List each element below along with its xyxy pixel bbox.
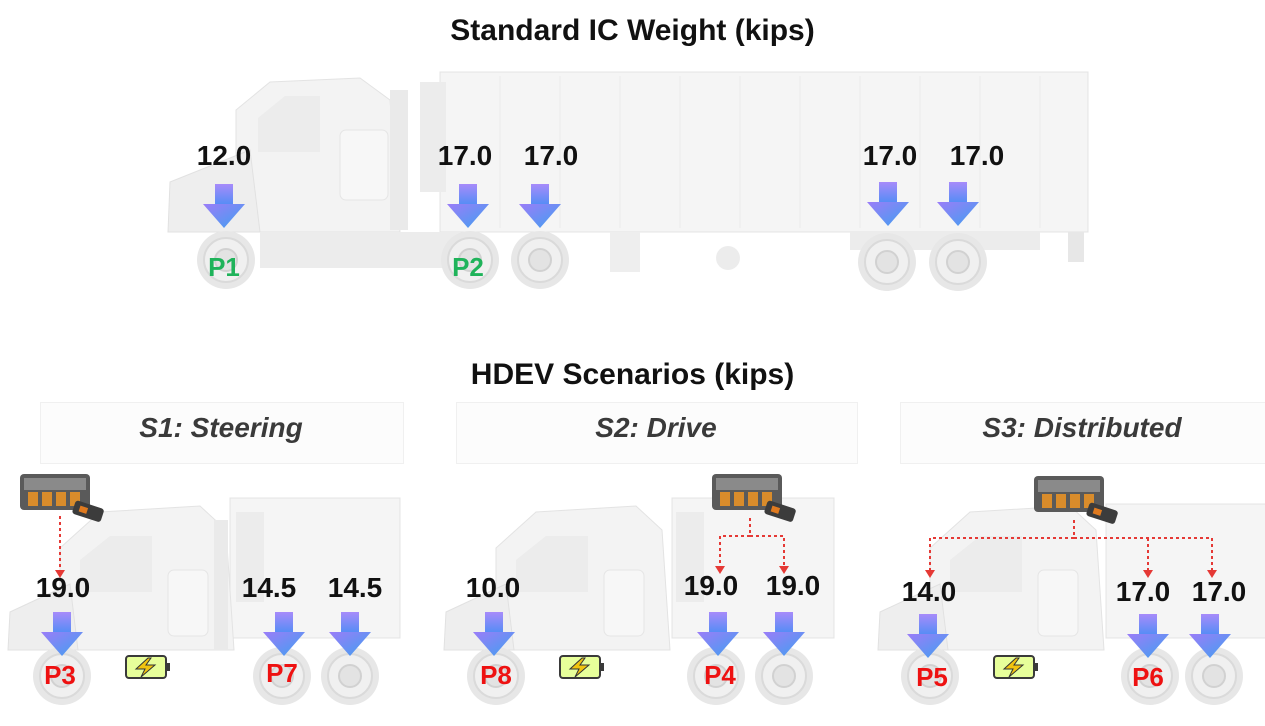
s1-truck — [7, 497, 401, 706]
point-label: P2 — [452, 252, 484, 282]
load-value: 19.0 — [35, 572, 91, 603]
load-value: 14.5 — [327, 572, 383, 603]
point-label: P7 — [266, 658, 298, 688]
point-label: P6 — [1132, 662, 1164, 692]
load-value: 17.0 — [523, 140, 579, 171]
point-label: P4 — [704, 660, 736, 690]
scenario-panel-header — [900, 402, 1265, 464]
scenario-title: S1: Steering — [139, 412, 303, 443]
load-value: 17.0 — [949, 140, 1005, 171]
load-value: 12.0 — [196, 140, 252, 171]
load-value: 17.0 — [1115, 576, 1171, 607]
load-value: 14.5 — [241, 572, 297, 603]
point-label: P3 — [44, 660, 76, 690]
top-truck — [167, 71, 1089, 292]
load-value: 19.0 — [683, 570, 739, 601]
s3-annotations — [907, 476, 1231, 679]
s2-annotations — [473, 474, 805, 679]
scenario-panel-header — [40, 402, 404, 464]
scenario-panel-header — [456, 402, 858, 464]
point-label: P5 — [916, 662, 948, 692]
load-value: 19.0 — [765, 570, 821, 601]
load-value: 10.0 — [465, 572, 521, 603]
s1-annotations — [20, 474, 371, 679]
bottom-title: HDEV Scenarios (kips) — [470, 358, 795, 391]
load-value: 17.0 — [862, 140, 918, 171]
load-value: 17.0 — [437, 140, 493, 171]
point-label: P8 — [480, 660, 512, 690]
top-title: Standard IC Weight (kips) — [450, 14, 815, 47]
charging-battery-icon — [559, 655, 605, 679]
scenario-title: S2: Drive — [595, 412, 717, 443]
s2-truck — [443, 497, 835, 706]
charging-battery-icon — [125, 655, 171, 679]
point-label: P1 — [208, 252, 240, 282]
load-value: 14.0 — [901, 576, 957, 607]
scenario-title: S3: Distributed — [982, 412, 1182, 443]
charging-battery-icon — [993, 655, 1039, 679]
load-value: 17.0 — [1191, 576, 1247, 607]
battery-pack-icon — [20, 474, 105, 523]
